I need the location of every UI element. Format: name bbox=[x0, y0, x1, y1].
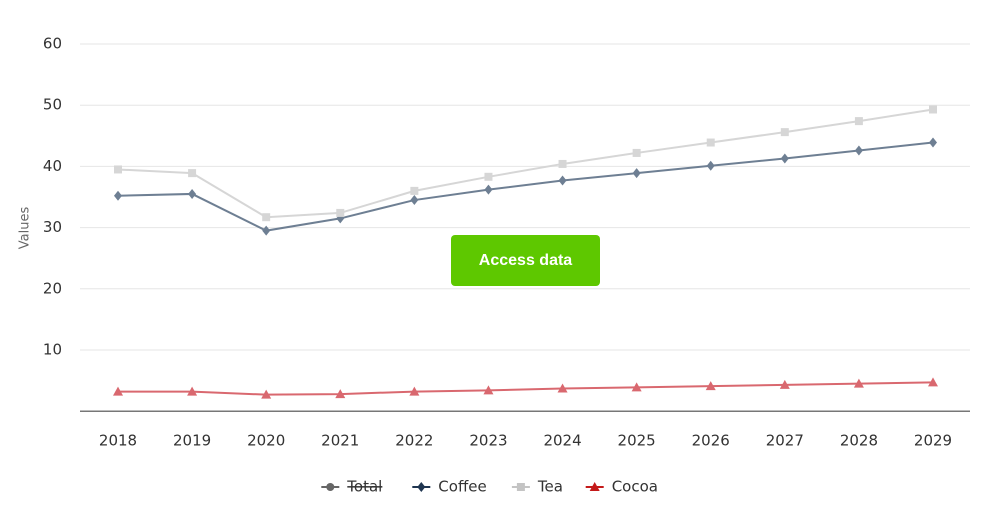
marker bbox=[929, 137, 937, 148]
marker bbox=[335, 389, 346, 399]
marker bbox=[188, 188, 197, 199]
y-tick-label: 40 bbox=[43, 157, 62, 175]
legend-item: Coffee bbox=[412, 478, 487, 496]
legend-label: Cocoa bbox=[612, 478, 658, 496]
x-tick-label: 2018 bbox=[99, 432, 137, 450]
x-tick-label: 2027 bbox=[766, 432, 804, 450]
x-tick-label: 2029 bbox=[914, 432, 952, 450]
marker bbox=[261, 389, 272, 399]
y-tick-label: 60 bbox=[43, 35, 62, 53]
x-tick-label: 2028 bbox=[840, 432, 878, 450]
marker bbox=[410, 195, 419, 206]
marker bbox=[632, 148, 641, 157]
y-tick-label: 20 bbox=[43, 279, 62, 297]
marker bbox=[114, 190, 122, 201]
marker bbox=[187, 386, 198, 396]
marker bbox=[516, 483, 525, 491]
marker bbox=[929, 105, 937, 114]
marker bbox=[188, 169, 197, 178]
marker bbox=[928, 377, 938, 387]
y-tick-label: 30 bbox=[43, 218, 62, 236]
series-line bbox=[117, 108, 934, 219]
marker bbox=[410, 186, 419, 195]
series-line bbox=[117, 141, 934, 232]
x-tick-label: 2024 bbox=[543, 432, 581, 450]
marker bbox=[484, 172, 493, 181]
marker bbox=[326, 483, 335, 491]
marker bbox=[262, 225, 271, 236]
legend-label: Coffee bbox=[438, 478, 486, 496]
legend-label: Total bbox=[346, 478, 382, 496]
y-axis-label: Values bbox=[18, 207, 33, 250]
legend-item: Total bbox=[321, 478, 382, 496]
x-tick-label: 2023 bbox=[469, 432, 507, 450]
x-tick-label: 2021 bbox=[321, 432, 359, 450]
marker bbox=[705, 381, 716, 391]
legend-item: Tea bbox=[511, 478, 563, 496]
x-tick-label: 2020 bbox=[247, 432, 285, 450]
marker bbox=[409, 386, 420, 396]
marker bbox=[706, 138, 715, 147]
marker bbox=[558, 159, 567, 168]
y-tick-label: 50 bbox=[43, 96, 62, 114]
series-line bbox=[118, 381, 934, 396]
marker bbox=[336, 208, 345, 217]
legend-label: Tea bbox=[537, 478, 563, 496]
marker bbox=[483, 385, 494, 395]
marker bbox=[780, 128, 789, 137]
marker bbox=[853, 378, 864, 388]
marker bbox=[780, 153, 789, 164]
legend-item: Cocoa bbox=[585, 478, 658, 496]
marker bbox=[558, 175, 567, 186]
marker bbox=[262, 213, 271, 222]
marker bbox=[631, 382, 642, 392]
x-tick-label: 2019 bbox=[173, 432, 211, 450]
marker bbox=[113, 386, 123, 396]
x-tick-label: 2025 bbox=[618, 432, 656, 450]
marker bbox=[484, 184, 493, 195]
y-tick-label: 10 bbox=[43, 341, 62, 359]
x-tick-label: 2026 bbox=[692, 432, 730, 450]
access-data-button[interactable]: Access data bbox=[451, 235, 600, 286]
marker bbox=[854, 145, 863, 156]
marker bbox=[854, 117, 863, 126]
marker bbox=[417, 482, 426, 492]
marker bbox=[779, 379, 790, 389]
marker bbox=[632, 168, 641, 179]
marker bbox=[114, 165, 122, 174]
marker bbox=[557, 383, 568, 393]
marker bbox=[706, 160, 715, 171]
marker bbox=[589, 482, 600, 491]
x-tick-label: 2022 bbox=[395, 432, 433, 450]
